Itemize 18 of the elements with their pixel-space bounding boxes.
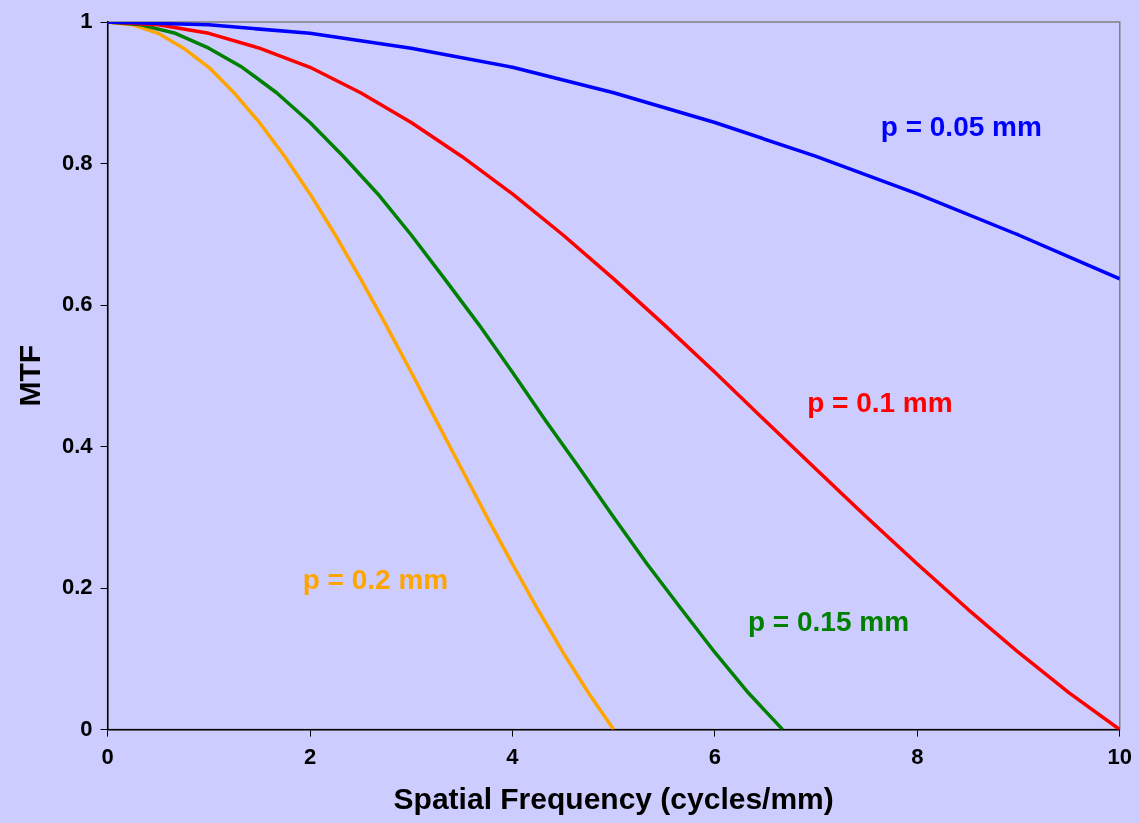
y-tick-label: 0 [80,715,93,741]
series-label: p = 0.05 mm [880,110,1042,142]
y-tick-label: 0.2 [61,574,93,600]
x-tick-label: 2 [303,743,317,769]
x-axis-title: Spatial Frequency (cycles/mm) [393,782,834,816]
series-label: p = 0.15 mm [747,606,910,638]
y-tick-label: 1 [80,8,93,34]
y-tick-label: 0.4 [61,432,94,458]
y-tick-label: 0.8 [61,149,93,175]
x-tick-label: 4 [506,743,520,769]
text: p = 0.2 mm [302,563,449,595]
x-tick-label: 0 [101,743,114,769]
series-label: p = 0.1 mm [807,386,953,418]
x-tick-label: 10 [1107,743,1133,769]
y-tick-label: 0.6 [61,291,93,317]
y-axis-title: MTF [13,344,47,407]
x-tick-label: 8 [911,743,924,769]
x-tick-label: 6 [708,743,722,769]
